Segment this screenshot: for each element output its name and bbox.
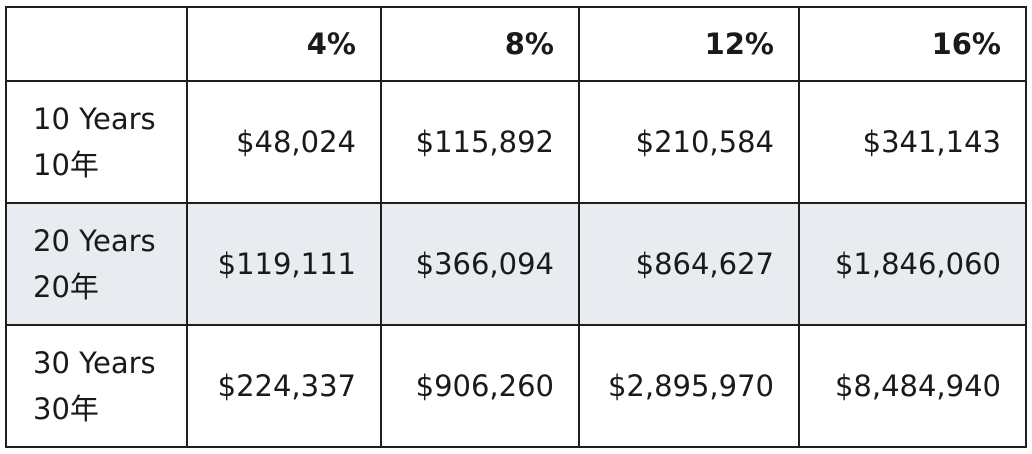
header-row: 4% 8% 12% 16% <box>5 6 1027 82</box>
cell-value: $864,627 <box>578 202 800 326</box>
header-rate-8: 8% <box>380 6 580 82</box>
cell-value: $115,892 <box>380 80 580 204</box>
row-label-en: 20 Years <box>33 224 156 258</box>
row-label-10-years: 10 Years 10年 <box>5 80 188 204</box>
cell-value: $8,484,940 <box>798 324 1027 448</box>
cell-value: $48,024 <box>186 80 382 204</box>
row-label-en: 30 Years <box>33 346 156 380</box>
row-label-zh: 20年 <box>33 270 99 304</box>
cell-value: $224,337 <box>186 324 382 448</box>
cell-value: $341,143 <box>798 80 1027 204</box>
cell-value: $210,584 <box>578 80 800 204</box>
cell-value: $366,094 <box>380 202 580 326</box>
row-label-zh: 10年 <box>33 148 99 182</box>
row-label-zh: 30年 <box>33 392 99 426</box>
table-row-10-years: 10 Years 10年 $48,024 $115,892 $210,584 $… <box>5 80 1027 204</box>
header-rate-12: 12% <box>578 6 800 82</box>
row-label-30-years: 30 Years 30年 <box>5 324 188 448</box>
header-rate-4: 4% <box>186 6 382 82</box>
cell-value: $2,895,970 <box>578 324 800 448</box>
header-corner-cell <box>5 6 188 82</box>
cell-value: $119,111 <box>186 202 382 326</box>
cell-value: $906,260 <box>380 324 580 448</box>
row-label-en: 10 Years <box>33 102 156 136</box>
header-rate-16: 16% <box>798 6 1027 82</box>
returns-table-container: 4% 8% 12% 16% 10 Years 10年 $48,024 $115,… <box>5 6 1027 448</box>
investment-returns-table: 4% 8% 12% 16% 10 Years 10年 $48,024 $115,… <box>5 6 1027 448</box>
row-label-20-years: 20 Years 20年 <box>5 202 188 326</box>
cell-value: $1,846,060 <box>798 202 1027 326</box>
table-row-20-years: 20 Years 20年 $119,111 $366,094 $864,627 … <box>5 202 1027 326</box>
table-row-30-years: 30 Years 30年 $224,337 $906,260 $2,895,97… <box>5 324 1027 448</box>
